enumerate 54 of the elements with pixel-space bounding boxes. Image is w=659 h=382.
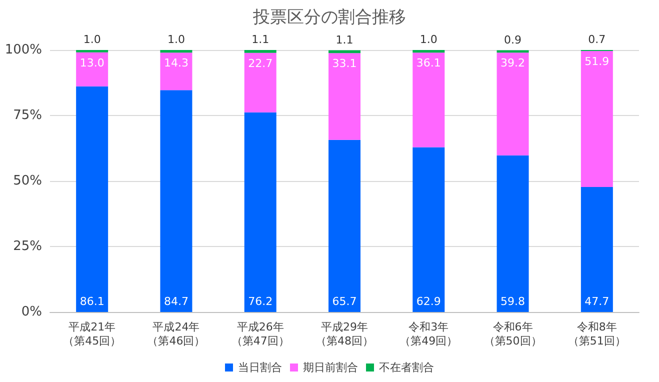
bar (412, 50, 445, 53)
x-tick-label: 平成21年（第45回） (63, 320, 122, 348)
data-label: 1.0 (420, 33, 438, 46)
data-label: 1.1 (252, 33, 270, 46)
data-label: 76.2 (248, 295, 273, 308)
bar (328, 140, 360, 312)
bar (160, 90, 192, 312)
data-label: 36.1 (416, 56, 441, 70)
data-label: 86.1 (80, 295, 104, 308)
data-label: 62.9 (416, 295, 441, 308)
data-label: 0.9 (504, 33, 522, 46)
x-tick-label: 令和3年（第49回） (400, 320, 458, 348)
bar (412, 147, 445, 312)
bar (76, 86, 108, 312)
x-tick-label: 令和8年（第51回） (568, 320, 626, 348)
data-label: 1.0 (83, 33, 101, 46)
legend-label: 期日前割合 (303, 361, 358, 374)
data-label: 59.8 (500, 295, 526, 308)
legend-label: 不在者割合 (379, 361, 434, 374)
y-tick-label: 75% (13, 108, 42, 123)
bar (496, 52, 529, 156)
data-label: 14.3 (164, 56, 188, 70)
data-label: 51.9 (584, 55, 610, 68)
bar (244, 52, 276, 112)
x-tick-label: 平成29年（第48回） (316, 320, 374, 348)
x-tick-label: 平成24年（第46回） (147, 320, 206, 348)
y-tick-label: 50% (13, 174, 42, 188)
data-label: 65.7 (332, 295, 357, 308)
bar (244, 112, 276, 312)
x-tick-label: 令和6年（第50回） (484, 320, 542, 348)
bar (580, 187, 613, 312)
legend-label: 当日割合 (238, 361, 282, 374)
bar (412, 52, 445, 148)
y-tick-label: 25% (13, 239, 42, 254)
bar (244, 50, 276, 53)
y-tick-label: 100% (4, 42, 42, 58)
data-label: 13.0 (80, 56, 104, 70)
data-label: 33.1 (332, 57, 357, 70)
y-tick-label: 0% (21, 304, 42, 320)
bar (328, 53, 360, 140)
data-label: 84.7 (164, 295, 188, 308)
data-label: 22.7 (248, 56, 273, 70)
data-label: 0.7 (588, 33, 606, 46)
data-label: 1.1 (336, 33, 354, 46)
data-label: 47.7 (584, 295, 610, 308)
bar (160, 52, 192, 90)
bar (580, 51, 613, 188)
x-tick-label: 平成26年（第47回） (231, 320, 290, 348)
bar (76, 52, 108, 86)
data-label: 1.0 (167, 33, 185, 46)
bar (160, 50, 192, 53)
bar (496, 155, 529, 312)
chart-title: 投票区分の割合推移 (252, 8, 406, 28)
data-label: 39.2 (500, 56, 526, 70)
